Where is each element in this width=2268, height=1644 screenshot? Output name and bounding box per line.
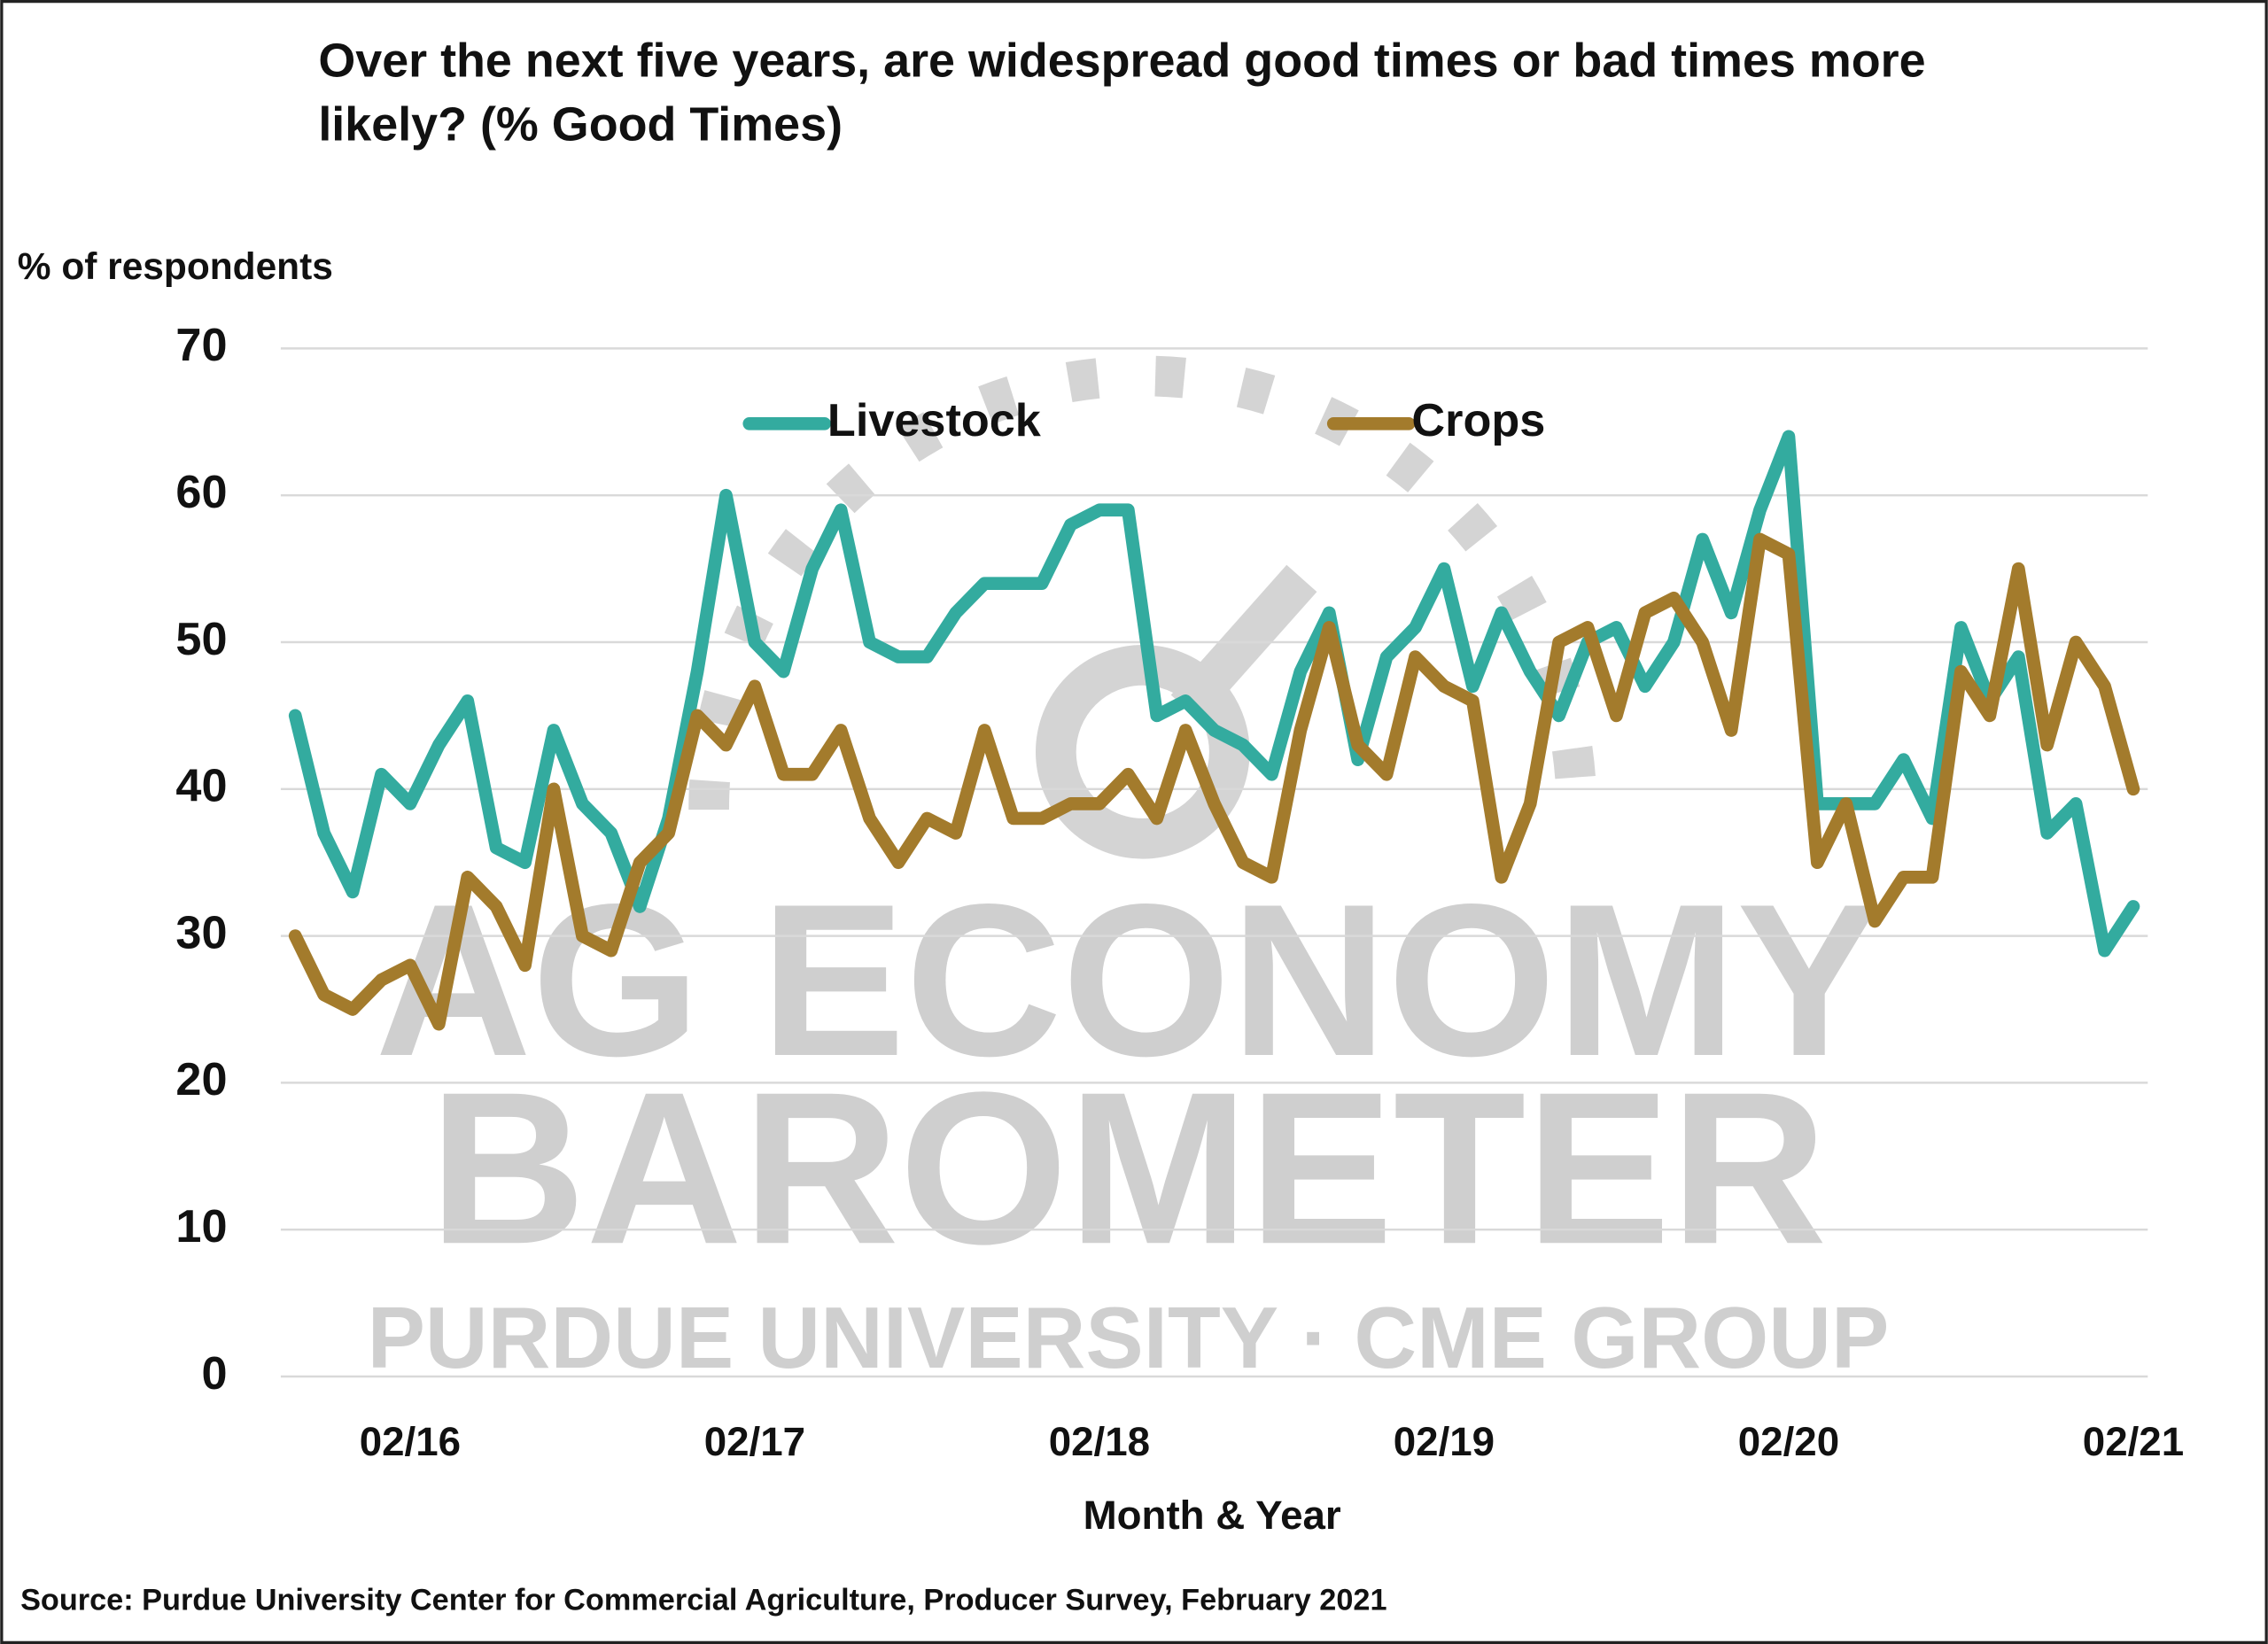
legend-label: Crops [1411,395,1545,446]
y-tick-label: 60 [175,467,227,518]
watermark: BAROMETER [430,1046,1828,1289]
x-tick-label: 02/16 [360,1419,461,1464]
line-series [288,532,2140,1031]
source: Source: Purdue University Center for Com… [20,1584,1386,1617]
watermark-gauge [688,355,1597,859]
line-series [288,430,2140,958]
title-box: Over the next five years, are widespread… [318,33,1926,151]
legend-label: Livestock [827,395,1042,446]
x-axis-label: Month & Year [1084,1493,1341,1538]
x-tick-label: 02/18 [1049,1419,1150,1464]
y-axis-label: % of respondents [18,245,333,287]
watermark: PURDUE UNIVERSITY · CME GROUP [368,1289,1890,1386]
y-tick-label: 50 [175,614,227,665]
x-tick-label: 02/20 [1738,1419,1839,1464]
x-tick-label: 02/17 [704,1419,805,1464]
chart-title: Over the next five years, are widespread… [318,33,1926,151]
y-tick-label: 40 [175,761,227,812]
y-tick-label: 70 [175,320,227,371]
x-tick-label: 02/21 [2083,1419,2184,1464]
y-tick-label: 20 [175,1054,227,1105]
x-tick-label: 02/19 [1394,1419,1495,1464]
y-tick-label: 30 [175,907,227,958]
y-tick-label: 10 [175,1201,227,1252]
y-tick-label: 0 [201,1348,227,1400]
